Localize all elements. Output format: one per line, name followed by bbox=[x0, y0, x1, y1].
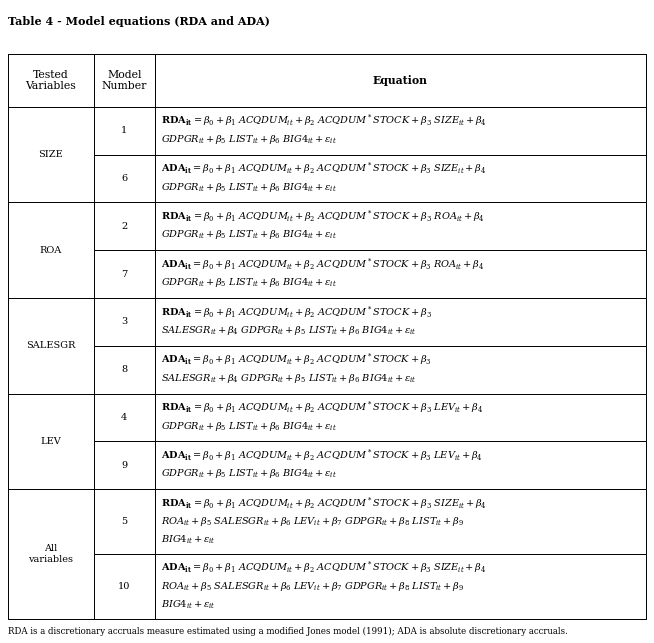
Text: 2: 2 bbox=[121, 222, 128, 231]
Text: 10: 10 bbox=[118, 582, 131, 591]
Bar bbox=[8, 298, 94, 394]
Text: $\mathbf{RDA}_{\mathbf{it}} = \beta_0 + \beta_1\ ACQDUM_{it} + \beta_2\ ACQDUM^*: $\mathbf{RDA}_{\mathbf{it}} = \beta_0 + … bbox=[161, 495, 487, 512]
Bar bbox=[8, 107, 94, 203]
Text: Tested
Variables: Tested Variables bbox=[26, 69, 77, 91]
Text: 5: 5 bbox=[121, 517, 128, 526]
Text: $ROA_{it} + \beta_5\ SALESGR_{it} + \beta_6\ LEV_{it} + \beta_7\ GDPGR_{it} + \b: $ROA_{it} + \beta_5\ SALESGR_{it} + \bet… bbox=[161, 580, 464, 593]
Text: $GDPGR_{it} + \beta_5\ LIST_{it} + \beta_6\ BIG4_{it} + \varepsilon_{it}$: $GDPGR_{it} + \beta_5\ LIST_{it} + \beta… bbox=[161, 228, 337, 241]
Text: $BIG4_{it} + \varepsilon_{it}$: $BIG4_{it} + \varepsilon_{it}$ bbox=[161, 534, 216, 546]
Bar bbox=[94, 203, 154, 250]
Text: SALESGR: SALESGR bbox=[26, 341, 76, 350]
Bar bbox=[154, 250, 646, 298]
Text: Equation: Equation bbox=[373, 75, 428, 86]
Bar bbox=[8, 54, 94, 107]
Text: $\mathbf{RDA}_{\mathbf{it}} = \beta_0 + \beta_1\ ACQDUM_{it} + \beta_2\ ACQDUM^*: $\mathbf{RDA}_{\mathbf{it}} = \beta_0 + … bbox=[161, 208, 485, 225]
Text: $ROA_{it} + \beta_5\ SALESGR_{it} + \beta_6\ LEV_{it} + \beta_7\ GDPGR_{it} + \b: $ROA_{it} + \beta_5\ SALESGR_{it} + \bet… bbox=[161, 515, 464, 528]
Text: $\mathbf{ADA}_{\mathbf{it}} = \beta_0 + \beta_1\ ACQDUM_{it} + \beta_2\ ACQDUM^*: $\mathbf{ADA}_{\mathbf{it}} = \beta_0 + … bbox=[161, 560, 487, 576]
Text: $\mathbf{ADA}_{\mathbf{it}} = \beta_0 + \beta_1\ ACQDUM_{it} + \beta_2\ ACQDUM^*: $\mathbf{ADA}_{\mathbf{it}} = \beta_0 + … bbox=[161, 256, 485, 273]
Text: $\mathbf{ADA}_{\mathbf{it}} = \beta_0 + \beta_1\ ACQDUM_{it} + \beta_2\ ACQDUM^*: $\mathbf{ADA}_{\mathbf{it}} = \beta_0 + … bbox=[161, 161, 487, 177]
Bar bbox=[94, 489, 154, 554]
Bar bbox=[8, 394, 94, 489]
Text: $SALESGR_{it} + \beta_4\ GDPGR_{it} + \beta_5\ LIST_{it} + \beta_6\ BIG4_{it} + : $SALESGR_{it} + \beta_4\ GDPGR_{it} + \b… bbox=[161, 372, 417, 385]
Text: $GDPGR_{it} + \beta_5\ LIST_{it} + \beta_6\ BIG4_{it} + \varepsilon_{it}$: $GDPGR_{it} + \beta_5\ LIST_{it} + \beta… bbox=[161, 467, 337, 480]
Bar bbox=[8, 489, 94, 619]
Text: $GDPGR_{it} + \beta_5\ LIST_{it} + \beta_6\ BIG4_{it} + \varepsilon_{it}$: $GDPGR_{it} + \beta_5\ LIST_{it} + \beta… bbox=[161, 276, 337, 289]
Text: Model
Number: Model Number bbox=[101, 69, 147, 91]
Bar bbox=[94, 107, 154, 154]
Text: $\mathbf{RDA}_{\mathbf{it}} = \beta_0 + \beta_1\ ACQDUM_{it} + \beta_2\ ACQDUM^*: $\mathbf{RDA}_{\mathbf{it}} = \beta_0 + … bbox=[161, 304, 432, 321]
Text: 9: 9 bbox=[121, 461, 128, 470]
Text: $\mathbf{RDA}_{\mathbf{it}} = \beta_0 + \beta_1\ ACQDUM_{it} + \beta_2\ ACQDUM^*: $\mathbf{RDA}_{\mathbf{it}} = \beta_0 + … bbox=[161, 400, 483, 416]
Text: 4: 4 bbox=[121, 413, 128, 422]
Text: 6: 6 bbox=[121, 174, 128, 183]
Bar bbox=[154, 203, 646, 250]
Text: $SALESGR_{it} + \beta_4\ GDPGR_{it} + \beta_5\ LIST_{it} + \beta_6\ BIG4_{it} + : $SALESGR_{it} + \beta_4\ GDPGR_{it} + \b… bbox=[161, 324, 417, 337]
Text: 7: 7 bbox=[121, 269, 128, 278]
Bar bbox=[154, 489, 646, 554]
Text: 3: 3 bbox=[121, 318, 128, 327]
Bar bbox=[154, 54, 646, 107]
Bar bbox=[94, 298, 154, 346]
Text: $\mathbf{ADA}_{\mathbf{it}} = \beta_0 + \beta_1\ ACQDUM_{it} + \beta_2\ ACQDUM^*: $\mathbf{ADA}_{\mathbf{it}} = \beta_0 + … bbox=[161, 352, 432, 368]
Text: 1: 1 bbox=[121, 126, 128, 135]
Bar bbox=[154, 394, 646, 441]
Text: $\mathbf{RDA}_{\mathbf{it}} = \beta_0 + \beta_1\ ACQDUM_{it} + \beta_2\ ACQDUM^*: $\mathbf{RDA}_{\mathbf{it}} = \beta_0 + … bbox=[161, 113, 487, 129]
Bar bbox=[94, 554, 154, 619]
Text: Table 4 - Model equations (RDA and ADA): Table 4 - Model equations (RDA and ADA) bbox=[8, 16, 269, 27]
Text: RDA is a discretionary accruals measure estimated using a modified Jones model (: RDA is a discretionary accruals measure … bbox=[8, 627, 568, 636]
Bar bbox=[154, 298, 646, 346]
Text: All
variables: All variables bbox=[28, 544, 73, 563]
Text: $BIG4_{it} + \varepsilon_{it}$: $BIG4_{it} + \varepsilon_{it}$ bbox=[161, 598, 216, 611]
Text: LEV: LEV bbox=[41, 437, 61, 446]
Bar bbox=[8, 203, 94, 298]
Bar bbox=[94, 394, 154, 441]
Text: $GDPGR_{it} + \beta_5\ LIST_{it} + \beta_6\ BIG4_{it} + \varepsilon_{it}$: $GDPGR_{it} + \beta_5\ LIST_{it} + \beta… bbox=[161, 181, 337, 194]
Bar bbox=[94, 441, 154, 489]
Bar bbox=[8, 54, 646, 619]
Text: ROA: ROA bbox=[40, 246, 62, 255]
Bar bbox=[94, 346, 154, 394]
Bar bbox=[154, 441, 646, 489]
Text: $GDPGR_{it} + \beta_5\ LIST_{it} + \beta_6\ BIG4_{it} + \varepsilon_{it}$: $GDPGR_{it} + \beta_5\ LIST_{it} + \beta… bbox=[161, 132, 337, 146]
Bar bbox=[94, 154, 154, 203]
Bar bbox=[154, 154, 646, 203]
Text: $GDPGR_{it} + \beta_5\ LIST_{it} + \beta_6\ BIG4_{it} + \varepsilon_{it}$: $GDPGR_{it} + \beta_5\ LIST_{it} + \beta… bbox=[161, 420, 337, 433]
Bar bbox=[154, 107, 646, 154]
Bar bbox=[154, 346, 646, 394]
Bar bbox=[94, 250, 154, 298]
Bar bbox=[154, 554, 646, 619]
Text: $\mathbf{ADA}_{\mathbf{it}} = \beta_0 + \beta_1\ ACQDUM_{it} + \beta_2\ ACQDUM^*: $\mathbf{ADA}_{\mathbf{it}} = \beta_0 + … bbox=[161, 448, 483, 464]
Text: 8: 8 bbox=[121, 365, 128, 374]
Text: SIZE: SIZE bbox=[39, 150, 63, 159]
Bar bbox=[94, 54, 154, 107]
